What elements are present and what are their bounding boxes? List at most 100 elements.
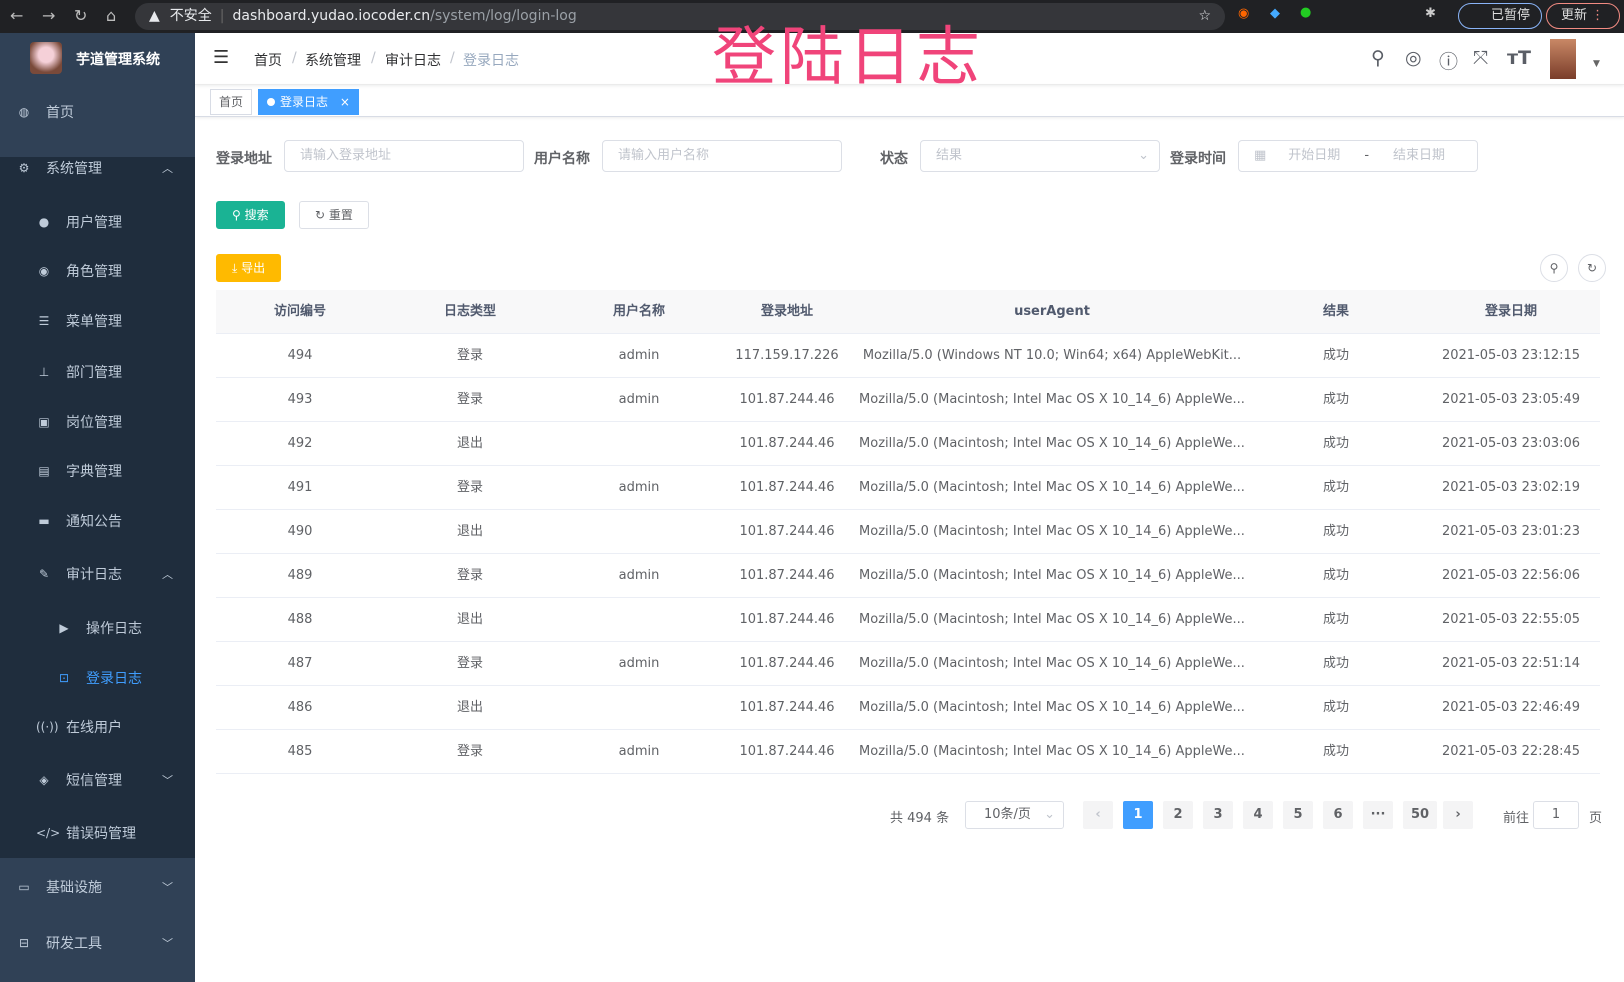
- sidebar-item[interactable]: </> 错误码管理: [0, 808, 195, 858]
- prev-page-button[interactable]: ‹: [1083, 801, 1113, 829]
- table-cell: Mozilla/5.0 (Macintosh; Intel Mac OS X 1…: [859, 656, 1245, 671]
- table-row: 488 退出 101.87.244.46 Mozilla/5.0 (Macintosh…: [216, 598, 1600, 642]
- extensions-puzzle-icon[interactable]: ✱: [1425, 6, 1436, 21]
- reset-button[interactable]: ↻ 重置: [299, 201, 369, 229]
- chevron-up-icon: ︿: [162, 162, 173, 175]
- dashboard-icon: ◍: [18, 105, 30, 119]
- overlay-title: 登陆日志: [712, 21, 984, 95]
- address-bar[interactable]: ▲ 不安全 | dashboard.yudao.iocoder.cn/system/l…: [135, 3, 1225, 30]
- refresh-icon[interactable]: ↻: [1578, 254, 1606, 282]
- search-icon[interactable]: ⚲: [1371, 47, 1385, 69]
- fullscreen-icon[interactable]: ⤧: [1473, 47, 1489, 69]
- page-button[interactable]: 4: [1243, 801, 1273, 829]
- chevron-down-icon: ⌄: [1138, 148, 1149, 163]
- username-input[interactable]: 请输入用户名称: [602, 140, 842, 172]
- extension-icon[interactable]: ◆: [1270, 6, 1280, 21]
- end-date[interactable]: 结束日期: [1393, 148, 1446, 163]
- table-cell: 101.87.244.46: [739, 436, 835, 451]
- table-cell: Mozilla/5.0 (Macintosh; Intel Mac OS X 1…: [859, 480, 1245, 495]
- table-row: 491 登录 admin 101.87.244.46 Mozilla/5.0 (Maci…: [216, 466, 1600, 510]
- date-range-picker[interactable]: ▦ 开始日期 - 结束日期: [1238, 140, 1478, 172]
- hamburger-icon[interactable]: ☰: [213, 47, 230, 68]
- url-path: /system/log/login-log: [430, 8, 577, 24]
- sidebar-item[interactable]: ((·)) 在线用户: [0, 702, 195, 752]
- sidebar-item[interactable]: ◍ 首页: [0, 87, 195, 137]
- update-button[interactable]: 更新 ⋮: [1546, 3, 1620, 29]
- column-header: 登录日期: [1484, 304, 1538, 319]
- sidebar-item[interactable]: ◉ 角色管理: [0, 246, 195, 296]
- sidebar-item[interactable]: ▣ 岗位管理: [0, 397, 195, 447]
- sidebar-item[interactable]: ⊟ 研发工具 ﹀: [0, 918, 195, 968]
- back-icon[interactable]: ←: [10, 6, 24, 25]
- page-button[interactable]: 6: [1323, 801, 1353, 829]
- table-cell: 101.87.244.46: [739, 700, 835, 715]
- page-button[interactable]: 5: [1283, 801, 1313, 829]
- sidebar-item[interactable]: ✎ 审计日志 ︿: [0, 549, 195, 599]
- table-cell: 成功: [1322, 568, 1350, 583]
- page-button[interactable]: 1: [1123, 801, 1153, 829]
- start-date[interactable]: 开始日期: [1288, 148, 1341, 163]
- address-input[interactable]: 请输入登录地址: [284, 140, 524, 172]
- table-cell: Mozilla/5.0 (Macintosh; Intel Mac OS X 1…: [859, 524, 1245, 539]
- breadcrumb-system[interactable]: 系统管理: [305, 53, 361, 69]
- reload-icon[interactable]: ↻: [74, 6, 88, 25]
- tool-icon: ⊟: [18, 936, 30, 950]
- sidebar-item[interactable]: ▤ 字典管理: [0, 446, 195, 496]
- sidebar-item[interactable]: ⊡ 登录日志: [0, 653, 195, 703]
- column-header: 日志类型: [443, 304, 497, 319]
- caret-down-icon[interactable]: ▼: [1593, 59, 1600, 69]
- login-log-table: 访问编号 日志类型 用户名称 登录地址 userAgent 结果 登录日期 494 登录 adm…: [216, 290, 1600, 774]
- tag-login-log[interactable]: 登录日志 ×: [258, 89, 359, 115]
- navbar: ☰ 首页 / 系统管理 / 审计日志 / 登录日志 ⚲ ◎ ⓘ ⤧ тT ▼: [195, 33, 1624, 85]
- page-button[interactable]: 50: [1403, 801, 1437, 829]
- page-button[interactable]: ···: [1363, 801, 1393, 829]
- sidebar-item[interactable]: ● 用户管理: [0, 197, 195, 247]
- page-size-select[interactable]: 10条/页 ⌄: [965, 801, 1064, 829]
- log-icon: ✎: [38, 567, 50, 581]
- table-cell: 101.87.244.46: [739, 480, 835, 495]
- address-label: 登录地址: [216, 151, 272, 167]
- sidebar-item[interactable]: ▬ 通知公告: [0, 496, 195, 546]
- toggle-search-icon[interactable]: ⚲: [1540, 254, 1568, 282]
- sidebar-item[interactable]: ⊥ 部门管理: [0, 347, 195, 397]
- table-cell: 成功: [1322, 744, 1350, 759]
- table-cell: 2021-05-03 23:12:15: [1441, 348, 1581, 363]
- status-select[interactable]: 结果 ⌄: [920, 140, 1160, 172]
- sidebar-item[interactable]: ⚙ 系统管理 ︿: [0, 143, 195, 193]
- sidebar-item[interactable]: ▶ 操作日志: [0, 603, 195, 653]
- help-icon[interactable]: ⓘ: [1439, 51, 1459, 73]
- forward-icon[interactable]: →: [42, 6, 56, 25]
- url-host: dashboard.yudao.iocoder.cn: [232, 8, 431, 24]
- extension-icon[interactable]: ◉: [1238, 6, 1250, 21]
- breadcrumb-audit[interactable]: 审计日志: [385, 53, 441, 69]
- search-button[interactable]: ⚲ 搜索: [216, 201, 285, 229]
- profile-button[interactable]: 已暂停: [1458, 3, 1542, 29]
- sidebar-item[interactable]: ◈ 短信管理 ﹀: [0, 755, 195, 805]
- sidebar-item[interactable]: ▭ 基础设施 ﹀: [0, 862, 195, 912]
- paused-label: 已暂停: [1491, 8, 1531, 23]
- page-size-value: 10条/页: [984, 807, 1031, 822]
- avatar[interactable]: [1550, 39, 1576, 79]
- tag-home[interactable]: 首页: [210, 89, 253, 115]
- goto-page-input[interactable]: 1: [1533, 801, 1579, 829]
- sidebar-item[interactable]: ☰ 菜单管理: [0, 296, 195, 346]
- table-header: 访问编号 日志类型 用户名称 登录地址 userAgent 结果 登录日期: [216, 290, 1600, 334]
- font-size-icon[interactable]: тT: [1507, 47, 1531, 69]
- column-header: 结果: [1322, 304, 1350, 319]
- breadcrumb-home[interactable]: 首页: [254, 53, 282, 69]
- bookmark-star-icon[interactable]: ☆: [1198, 8, 1211, 24]
- table-cell: 成功: [1322, 612, 1350, 627]
- home-icon[interactable]: ⌂: [106, 6, 117, 25]
- next-page-button[interactable]: ›: [1443, 801, 1473, 829]
- github-icon[interactable]: ◎: [1405, 47, 1422, 69]
- table-cell: 486: [287, 700, 313, 715]
- user-icon: ●: [38, 215, 50, 229]
- export-button[interactable]: ⤓ 导出: [216, 254, 282, 282]
- close-icon[interactable]: ×: [339, 95, 350, 109]
- table-cell: admin: [618, 392, 660, 407]
- column-header: 用户名称: [612, 304, 666, 319]
- extension-icon[interactable]: ●: [1300, 5, 1312, 20]
- page-button[interactable]: 2: [1163, 801, 1193, 829]
- sidebar-item-label: 系统管理: [46, 161, 102, 177]
- page-button[interactable]: 3: [1203, 801, 1233, 829]
